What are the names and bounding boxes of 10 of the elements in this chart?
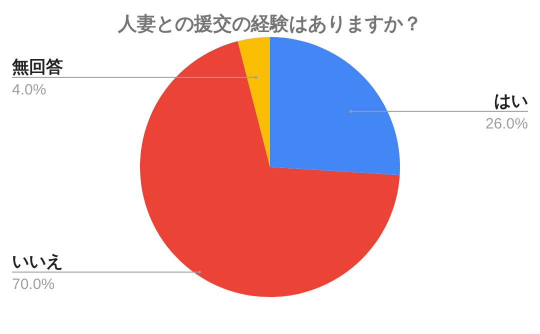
data-label: 26.0% <box>485 115 528 132</box>
slice-label: はい <box>494 91 528 112</box>
pie-slice <box>140 41 400 297</box>
chart-title: 人妻との援交の経験はありますか？ <box>117 13 422 35</box>
pie-slice <box>238 37 270 167</box>
data-label: 4.0% <box>12 81 46 98</box>
slice-label: いいえ <box>12 252 63 272</box>
pie-slice <box>270 37 400 176</box>
slice-label: 無回答 <box>11 57 63 78</box>
data-label: 70.0% <box>12 276 55 294</box>
